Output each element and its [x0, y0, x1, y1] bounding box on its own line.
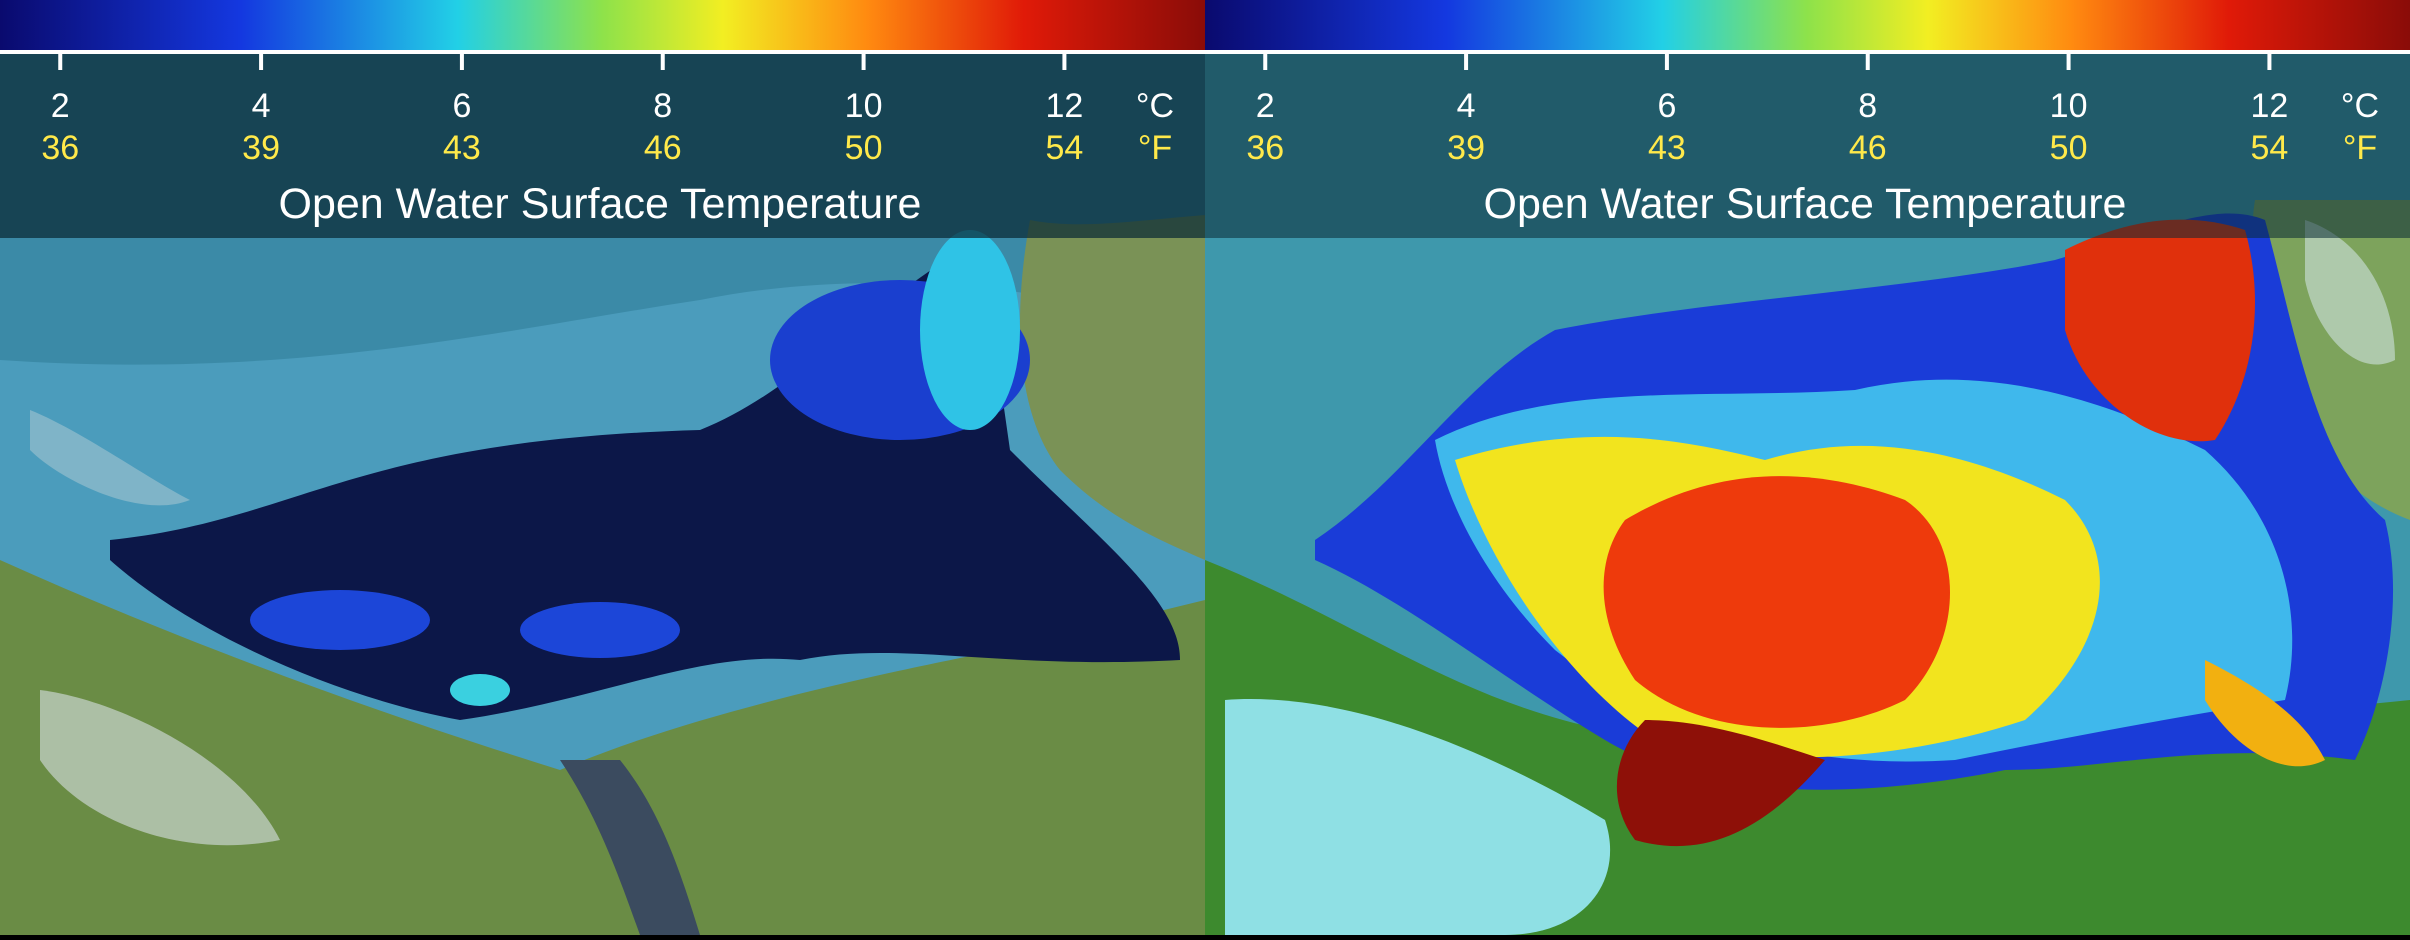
river-delta	[560, 760, 700, 935]
fahrenheit-label: 46	[644, 129, 682, 167]
panel-after: 2 36 4 39 6 43 8 46 10 50 12 54 °C °F Open Water Surfa…	[1205, 0, 2410, 935]
open-water-hot	[2065, 219, 2255, 442]
clouds	[2305, 220, 2395, 365]
fahrenheit-label: 43	[443, 129, 481, 167]
colorbar	[0, 0, 1205, 50]
fahrenheit-unit: °F	[2343, 129, 2377, 167]
water-patch	[250, 590, 430, 650]
fahrenheit-label: 50	[845, 129, 883, 167]
celsius-label: 10	[845, 87, 883, 125]
celsius-label: 4	[1457, 87, 1476, 125]
celsius-label: 12	[2251, 87, 2289, 125]
fahrenheit-label: 39	[242, 129, 280, 167]
panel-before: 2 36 4 39 6 43 8 46 10 50 12 54 °C °F Open Water Surfa…	[0, 0, 1205, 935]
celsius-label: 6	[452, 87, 471, 125]
celsius-label: 2	[1256, 87, 1275, 125]
panel-title: Open Water Surface Temperature	[1484, 180, 2127, 228]
fahrenheit-label: 36	[41, 129, 79, 167]
fahrenheit-label: 46	[1849, 129, 1887, 167]
celsius-label: 8	[653, 87, 672, 125]
celsius-label: 12	[1046, 87, 1084, 125]
open-water-hot	[1603, 476, 1950, 728]
celsius-label: 4	[252, 87, 271, 125]
celsius-label: 8	[1858, 87, 1877, 125]
ice	[30, 410, 190, 506]
fahrenheit-label: 39	[1447, 129, 1485, 167]
panel-title: Open Water Surface Temperature	[279, 180, 922, 228]
fahrenheit-label: 50	[2050, 129, 2088, 167]
fahrenheit-label: 43	[1648, 129, 1686, 167]
land	[0, 560, 1205, 935]
water-patch	[520, 602, 680, 658]
fahrenheit-label: 36	[1246, 129, 1284, 167]
water-patch	[920, 230, 1020, 430]
colorbar	[1205, 0, 2410, 50]
celsius-unit: °C	[2341, 87, 2379, 125]
celsius-label: 2	[51, 87, 70, 125]
fahrenheit-label: 54	[2251, 129, 2289, 167]
celsius-label: 10	[2050, 87, 2088, 125]
clouds	[40, 690, 280, 846]
celsius-unit: °C	[1136, 87, 1174, 125]
water-patch	[450, 674, 510, 706]
celsius-label: 6	[1657, 87, 1676, 125]
open-water-warm	[2205, 660, 2325, 767]
fahrenheit-unit: °F	[1138, 129, 1172, 167]
clouds	[1225, 699, 1611, 935]
land	[1020, 215, 1205, 560]
open-water-hottest	[1616, 720, 1825, 847]
fahrenheit-label: 54	[1046, 129, 1084, 167]
